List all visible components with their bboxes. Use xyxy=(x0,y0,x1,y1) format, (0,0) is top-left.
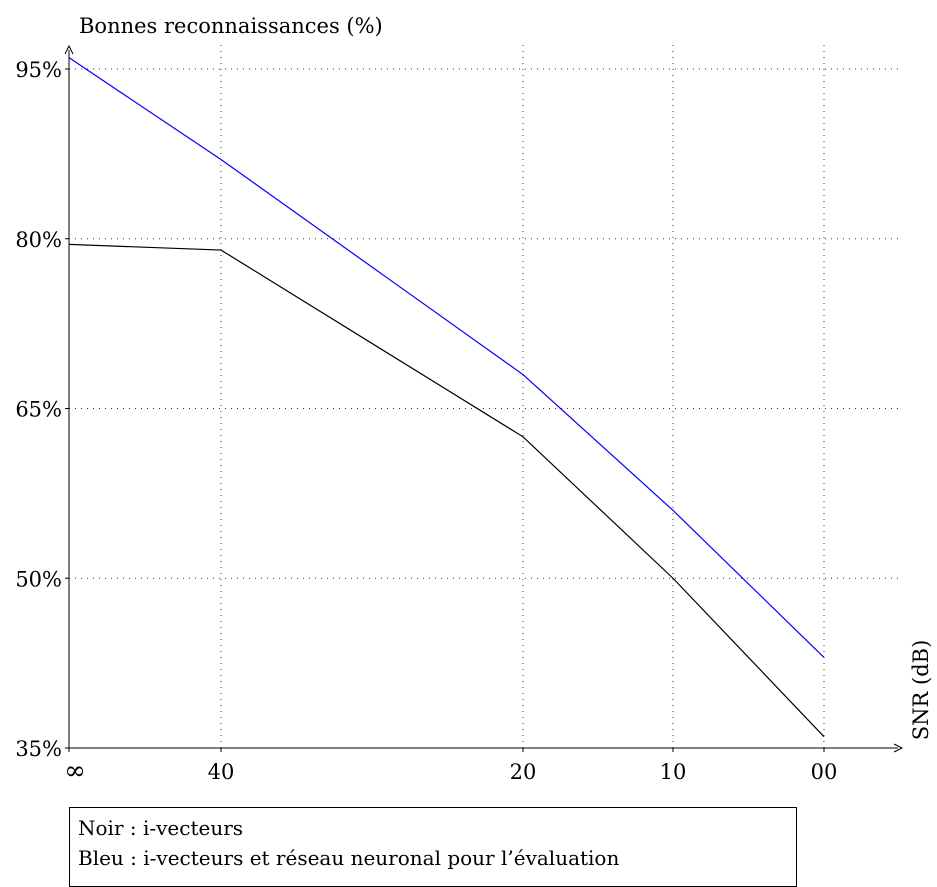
y-tick-label: 80% xyxy=(15,228,62,252)
grid-layer xyxy=(69,45,898,748)
axes-layer: Bonnes reconnaissances (%) SNR (dB) xyxy=(64,14,933,753)
x-tick-label: 40 xyxy=(208,760,235,784)
ticks-layer: 35% 50% 65% 80% 95% ∞ 40 20 10 00 xyxy=(15,58,837,786)
x-tick-label: 10 xyxy=(660,760,687,784)
series-line-blue xyxy=(68,57,825,658)
y-tick-label: 50% xyxy=(15,567,62,591)
y-tick-label: 35% xyxy=(15,737,62,761)
x-tick-label: ∞ xyxy=(64,756,86,786)
x-axis-arrow-icon xyxy=(893,743,904,753)
series-layer xyxy=(68,57,825,738)
x-axis-label: SNR (dB) xyxy=(909,640,933,741)
y-tick-label: 95% xyxy=(15,58,62,82)
x-tick-label: 20 xyxy=(510,760,537,784)
legend: Noir : i-vecteurs Bleu : i-vecteurs et r… xyxy=(69,807,797,887)
y-axis-arrow-icon xyxy=(64,44,74,55)
series-line-black xyxy=(68,243,825,738)
x-tick-label: 00 xyxy=(811,760,838,784)
legend-entry-blue: Bleu : i-vecteurs et réseau neuronal pou… xyxy=(78,846,620,870)
y-tick-label: 65% xyxy=(15,398,62,422)
y-axis-label: Bonnes reconnaissances (%) xyxy=(79,14,383,38)
legend-entry-black: Noir : i-vecteurs xyxy=(78,816,244,840)
